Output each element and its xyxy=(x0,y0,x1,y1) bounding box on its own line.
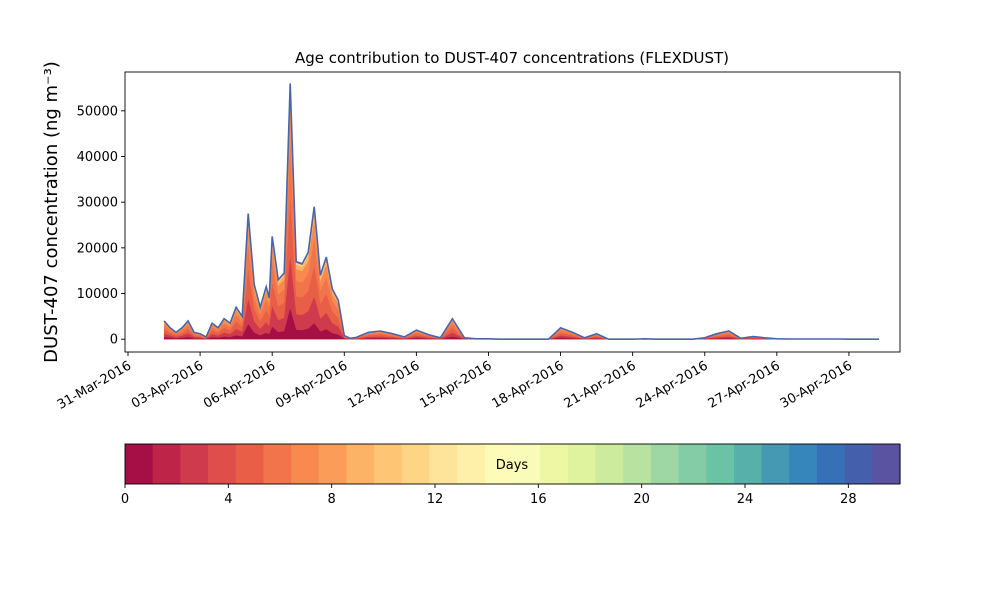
colorbar-cell xyxy=(484,444,514,484)
colorbar-tick-label: 16 xyxy=(530,492,547,507)
colorbar-cell xyxy=(789,444,818,484)
colorbar-cell xyxy=(706,444,735,484)
colorbar-cell xyxy=(595,444,624,484)
y-tick-label: 30000 xyxy=(77,196,118,211)
colorbar-tick-label: 4 xyxy=(224,492,232,507)
x-tick-label: 12-Apr-2016 xyxy=(345,358,422,411)
x-tick-label: 31-Mar-2016 xyxy=(55,358,134,412)
colorbar-cell xyxy=(208,444,237,484)
x-tick-label: 09-Apr-2016 xyxy=(273,358,350,411)
colorbar-label: Days xyxy=(496,458,529,473)
y-tick-label: 50000 xyxy=(77,104,118,119)
age-layer-5-days xyxy=(164,147,880,340)
y-tick-label: 10000 xyxy=(77,287,118,302)
colorbar-tick-label: 0 xyxy=(121,492,129,507)
colorbar-cell xyxy=(401,444,431,484)
colorbar-cell xyxy=(235,444,264,484)
colorbar-cell xyxy=(512,444,541,484)
age-layer-0-days xyxy=(164,308,880,340)
chart-title: Age contribution to DUST-407 concentrati… xyxy=(295,49,729,67)
colorbar-cell xyxy=(844,444,873,484)
y-tick-label: 0 xyxy=(110,333,118,348)
plot-frame xyxy=(124,71,901,353)
colorbar-cell xyxy=(872,444,901,484)
colorbar-ticks: 0 4 8 12 16 20 24 28 xyxy=(121,484,857,507)
colorbar-cell xyxy=(761,444,790,484)
colorbar-tick-label: 24 xyxy=(737,492,754,507)
x-tick-label: 15-Apr-2016 xyxy=(417,358,494,411)
colorbar-frame xyxy=(124,443,901,485)
y-axis-label: DUST-407 concentration (ng m⁻³) xyxy=(41,61,62,363)
colorbar-tick-label: 12 xyxy=(427,492,444,507)
x-tick-label: 03-Apr-2016 xyxy=(129,358,206,411)
total-concentration-line xyxy=(163,83,879,340)
colorbar-cell xyxy=(816,444,846,484)
colorbar-cell xyxy=(429,444,458,484)
age-contribution-areas xyxy=(163,83,880,340)
colorbar-cell xyxy=(318,444,348,484)
colorbar: Days 0 4 8 12 16 20 24 28 xyxy=(121,443,901,507)
x-tick-label: 21-Apr-2016 xyxy=(562,358,639,411)
age-layer-4-days xyxy=(164,198,880,340)
x-axis: 31-Mar-201603-Apr-201606-Apr-201609-Apr-… xyxy=(55,352,855,413)
colorbar-cell xyxy=(733,444,763,484)
colorbar-cell xyxy=(125,444,154,484)
colorbar-cell xyxy=(263,444,292,484)
colorbar-cell xyxy=(374,444,403,484)
colorbar-cell xyxy=(152,444,181,484)
colorbar-cell xyxy=(457,444,486,484)
colorbar-tick-label: 8 xyxy=(328,492,336,507)
colorbar-cell xyxy=(567,444,597,484)
colorbar-cell xyxy=(346,444,375,484)
age-layer-6-days xyxy=(164,109,880,340)
x-tick-label: 30-Apr-2016 xyxy=(778,358,855,411)
x-tick-label: 06-Apr-2016 xyxy=(201,358,278,411)
colorbar-cell xyxy=(540,444,569,484)
x-tick-label: 27-Apr-2016 xyxy=(706,358,783,411)
y-tick-label: 20000 xyxy=(77,241,118,256)
age-layer-2-days xyxy=(164,257,880,340)
colorbar-cell xyxy=(180,444,209,484)
y-tick-label: 40000 xyxy=(77,150,118,165)
colorbar-tick-label: 20 xyxy=(633,492,650,507)
colorbar-cell xyxy=(291,444,320,484)
colorbar-tick-label: 28 xyxy=(840,492,857,507)
colorbar-cell xyxy=(650,444,680,484)
y-axis: 0 10000 20000 30000 40000 50000 xyxy=(77,104,125,348)
x-tick-label: 24-Apr-2016 xyxy=(634,358,711,411)
plot-area: 0 10000 20000 30000 40000 50000 31-Mar-201603… xyxy=(55,71,901,413)
colorbar-cell xyxy=(678,444,707,484)
colorbar-cells xyxy=(125,444,901,484)
x-tick-label: 18-Apr-2016 xyxy=(489,358,566,411)
colorbar-cell xyxy=(623,444,652,484)
